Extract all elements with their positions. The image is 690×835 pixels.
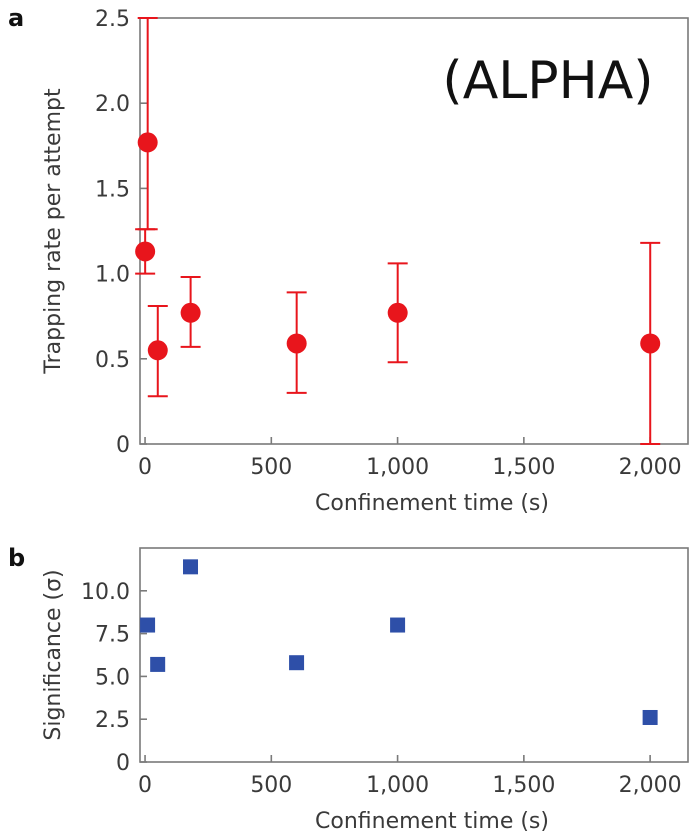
data-point [180, 302, 201, 323]
x-tick-label: 2,000 [619, 773, 682, 798]
y-tick-label: 0 [116, 433, 130, 458]
x-tick-label: 0 [138, 773, 152, 798]
panel-a: a 0 0.5 1.0 1.5 2.0 2.5 0 500 1,000 1,500 2,000 Con… [8, 4, 689, 516]
panel-a-label: a [8, 4, 24, 32]
x-tick-label: 0 [138, 455, 152, 480]
data-point [642, 709, 658, 725]
y-tick-label: 0.5 [95, 348, 130, 373]
data-point [289, 655, 305, 671]
data-point [640, 333, 661, 354]
y-tick-label: 10.0 [81, 580, 130, 605]
panel-b-label: b [8, 544, 25, 572]
x-tick-label: 1,000 [366, 773, 429, 798]
panel-b: b 0 2.5 5.0 7.5 10.0 0 500 1,000 1,500 2,000 Confi… [8, 544, 689, 834]
y-tick-label: 2.5 [95, 708, 130, 733]
y-axis-label: Trapping rate per attempt [41, 88, 66, 375]
y-tick-label: 5.0 [95, 665, 130, 690]
x-tick-label: 1,500 [492, 455, 555, 480]
x-tick-label: 2,000 [619, 455, 682, 480]
data-point [147, 340, 168, 361]
y-tick-label: 0 [116, 751, 130, 776]
y-tick-label: 2.5 [95, 7, 130, 32]
x-tick-label: 1,000 [366, 455, 429, 480]
x-tick-label: 500 [250, 455, 292, 480]
x-tick-label: 1,500 [492, 773, 555, 798]
plot-frame [139, 17, 689, 445]
y-axis-label: Significance (σ) [41, 569, 66, 740]
data-point [137, 132, 158, 153]
data-point [140, 617, 156, 633]
plot-frame [139, 547, 689, 763]
data-point [286, 333, 307, 354]
alpha-annotation: (ALPHA) [442, 51, 653, 111]
y-tick-label: 1.0 [95, 263, 130, 288]
data-point [135, 241, 156, 262]
data-point [183, 559, 199, 575]
x-tick-label: 500 [250, 773, 292, 798]
x-axis-label: Confinement time (s) [315, 809, 549, 834]
data-point [150, 656, 166, 672]
y-tick-label: 7.5 [95, 623, 130, 648]
y-tick-label: 1.5 [95, 177, 130, 202]
x-axis-label: Confinement time (s) [315, 491, 549, 516]
y-tick-label: 2.0 [95, 92, 130, 117]
data-point [390, 617, 406, 633]
data-point [387, 302, 408, 323]
